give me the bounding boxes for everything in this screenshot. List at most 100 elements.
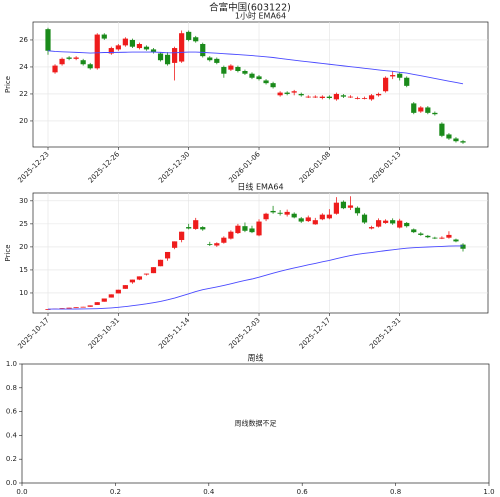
candle-body <box>347 96 354 98</box>
candle-body <box>404 77 410 86</box>
candle-body <box>157 259 164 267</box>
candle-body <box>179 33 185 62</box>
candle-body <box>411 103 417 113</box>
y-tick-label: 10 <box>19 289 28 297</box>
candle-body <box>383 77 389 92</box>
candle-body <box>143 273 150 275</box>
candle-body <box>214 58 220 63</box>
candle-body <box>200 44 206 57</box>
y-axis-label: Price <box>4 76 12 93</box>
candle-body <box>453 138 459 142</box>
candle-body <box>157 53 164 61</box>
y-tick-label: 0.2 <box>6 455 17 463</box>
candle-body <box>446 134 452 139</box>
candle-body <box>164 251 171 259</box>
y-tick-label: 24 <box>19 63 28 71</box>
x-tick-label: 2025-12-17 <box>298 316 332 350</box>
candle-body <box>101 298 107 302</box>
candle-body <box>361 97 368 99</box>
plot-frame <box>21 363 490 484</box>
candle-body <box>361 214 368 223</box>
candle-body <box>347 205 354 208</box>
candle-body <box>193 37 199 42</box>
candle-body <box>164 54 171 65</box>
candle-body <box>390 220 396 224</box>
candle-body <box>108 48 114 54</box>
candle-body <box>136 276 143 280</box>
candle-body <box>150 267 157 274</box>
chart-title: 日线 EMA64 <box>237 182 283 192</box>
candle-body <box>249 73 255 78</box>
candle-body <box>122 285 128 289</box>
x-tick-label: 1.0 <box>483 488 494 496</box>
candle-body <box>319 214 325 220</box>
candle-body <box>453 239 459 242</box>
chart-title: 周线 <box>248 353 264 363</box>
candle-body <box>305 217 311 222</box>
candle-body <box>404 222 410 227</box>
candle-body <box>460 141 466 143</box>
candle-body <box>59 308 65 309</box>
candle-body <box>129 279 136 283</box>
y-tick-label: 30 <box>19 197 28 205</box>
candle-body <box>375 93 382 96</box>
x-tick-label: 2025-12-26 <box>87 150 122 185</box>
candle-body <box>235 225 241 234</box>
candle-body <box>270 83 276 88</box>
candle-body <box>87 305 93 307</box>
candle-body <box>172 48 178 63</box>
candle-body <box>186 227 192 229</box>
candle-body <box>312 220 318 225</box>
y-tick-label: 20 <box>19 243 28 251</box>
y-tick-label: 26 <box>19 36 28 44</box>
chart-title: 1小时 EMA64 <box>235 11 286 21</box>
y-tick-label: 0.4 <box>6 431 18 439</box>
y-tick-label: 0.6 <box>6 408 18 416</box>
y-tick-label: 20 <box>19 117 28 125</box>
candle-body <box>221 237 227 243</box>
candle-body <box>172 241 178 248</box>
x-tick-label: 2025-12-23 <box>16 150 50 184</box>
x-tick-label: 0.6 <box>297 488 309 496</box>
candle-body <box>207 57 213 61</box>
candle-body <box>73 307 79 309</box>
candle-body <box>270 210 276 213</box>
x-tick-label: 2026-01-08 <box>298 150 332 184</box>
candle-body <box>446 234 452 238</box>
candle-body <box>291 91 297 93</box>
candle-body <box>45 29 51 51</box>
candle-body <box>108 294 114 298</box>
x-tick-label: 0.2 <box>110 488 121 496</box>
x-tick-label: 2026-01-13 <box>368 150 402 184</box>
candle-body <box>242 71 248 74</box>
y-tick-label: 15 <box>19 266 28 274</box>
candle-body <box>221 66 227 74</box>
candle-body <box>425 235 431 238</box>
candle-body <box>143 46 150 50</box>
candle-body <box>66 307 72 309</box>
candle-body <box>115 45 121 50</box>
candle-body <box>418 107 424 112</box>
x-tick-label: 0.4 <box>203 488 215 496</box>
candle-body <box>80 60 86 65</box>
candle-body <box>368 227 375 229</box>
y-tick-label: 25 <box>19 220 28 228</box>
candle-body <box>354 97 361 99</box>
x-tick-label: 0.0 <box>16 488 27 496</box>
y-axis-label: Price <box>4 244 12 261</box>
candle-body <box>115 289 121 294</box>
y-tick-label: 0.8 <box>6 384 17 392</box>
candle-body <box>263 213 269 220</box>
candle-body <box>249 228 255 233</box>
candle-body <box>284 211 290 215</box>
page-title: 合富中国(603122) <box>209 2 291 14</box>
candle-body <box>340 201 347 209</box>
candle-body <box>432 112 438 115</box>
candle-body <box>460 244 466 249</box>
x-tick-label: 2025-11-14 <box>157 316 192 351</box>
candle-body <box>94 302 100 305</box>
candle-body <box>59 58 65 65</box>
candle-body <box>397 73 403 78</box>
candle-body <box>193 220 199 229</box>
x-tick-label: 2026-01-06 <box>227 150 262 185</box>
